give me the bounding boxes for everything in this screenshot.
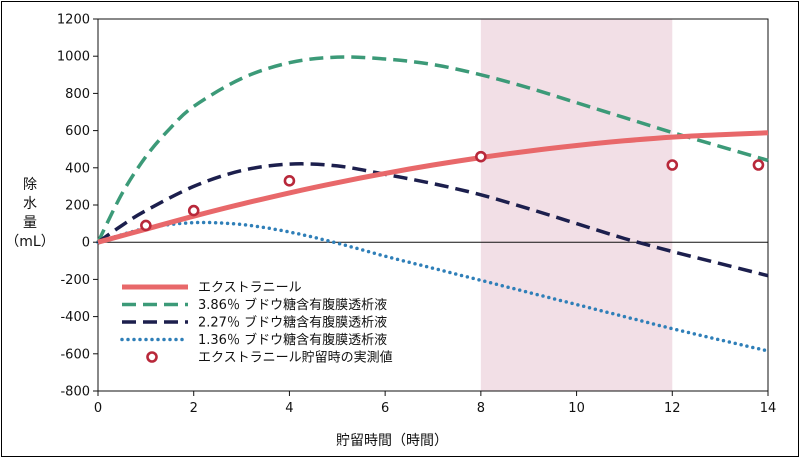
legend-label: 3.86％ ブドウ糖含有腹膜透析液 (198, 297, 387, 313)
y-axis-label: 除 (23, 177, 37, 193)
data-point-marker (752, 159, 765, 171)
y-tick-label: -600 (60, 347, 90, 362)
data-point-marker (666, 159, 679, 171)
series-line-1 (97, 130, 769, 245)
y-tick-label: 1000 (57, 50, 90, 65)
data-point-marker (140, 219, 152, 232)
legend-marker-symbol (146, 351, 158, 363)
x-tick-label: 8 (477, 401, 485, 416)
y-tick-label: 0 (82, 236, 90, 251)
series-line-4 (96, 220, 770, 353)
y-tick-label: 800 (65, 87, 90, 102)
shaded-region (480, 19, 673, 391)
y-tick-label: 1200 (57, 13, 90, 28)
y-axis-label: 量 (23, 215, 37, 231)
x-tick-label: 0 (94, 401, 102, 416)
legend-label: エクストラニール貯留時の実測値 (198, 350, 393, 366)
y-axis-label: （mL） (5, 234, 54, 250)
x-tick-label: 2 (190, 401, 198, 416)
y-axis-label: 水 (23, 196, 37, 212)
data-point-marker (283, 175, 296, 187)
y-tick-label: 400 (65, 161, 90, 176)
legend-label: 1.36％ ブドウ糖含有腹膜透析液 (198, 332, 387, 348)
x-tick-label: 12 (664, 401, 681, 416)
y-tick-label: -800 (60, 385, 90, 400)
y-tick-label: 600 (65, 124, 90, 139)
x-tick-label: 10 (568, 401, 585, 416)
x-tick-label: 14 (760, 401, 777, 416)
series-line-3 (96, 162, 769, 278)
x-axis-label: 貯留時間（時間） (336, 433, 448, 449)
y-tick-label: -200 (60, 273, 90, 288)
series-line-2 (96, 55, 769, 243)
legend-label: エクストラニール (198, 281, 302, 296)
y-tick-label: 200 (65, 199, 90, 214)
x-tick-label: 4 (285, 401, 293, 416)
data-point-marker (187, 204, 200, 217)
x-tick-label: 6 (381, 401, 389, 416)
legend-label: 2.27％ ブドウ糖含有腹膜透析液 (198, 315, 387, 331)
y-tick-label: -400 (60, 310, 90, 325)
data-point-marker (475, 150, 487, 163)
